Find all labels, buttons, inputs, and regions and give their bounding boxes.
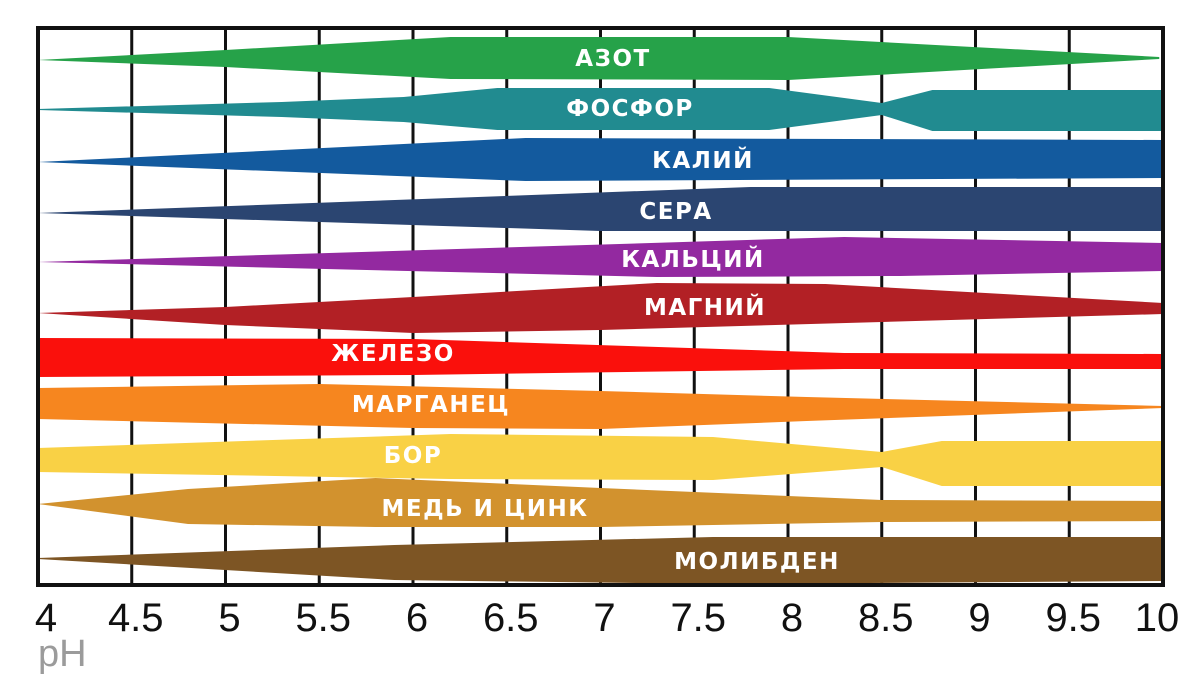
x-tick-7: 7 [593,596,615,640]
band-sulfur [38,187,1163,231]
x-tick-7.5: 7.5 [670,596,726,640]
band-magnesium [38,283,1163,333]
band-label-iron: ЖЕЛЕЗО [331,341,455,367]
x-tick-8: 8 [781,596,803,640]
band-label-nitrogen: АЗОТ [575,46,650,72]
band-manganese [38,384,1163,429]
band-molybdenum [38,537,1163,584]
x-tick-8.5: 8.5 [858,596,914,640]
band-label-calcium: КАЛЬЦИЙ [621,245,765,273]
x-tick-5: 5 [218,596,240,640]
band-nitrogen [38,37,1160,80]
x-tick-4: 4 [35,596,57,640]
band-calcium [38,237,1163,277]
band-label-manganese: МАРГАНЕЦ [352,392,510,418]
x-tick-4.5: 4.5 [108,596,164,640]
plot-border [36,26,1165,587]
x-tick-10: 10 [1135,596,1180,640]
band-label-magnesium: МАГНИЙ [644,293,766,321]
x-tick-6: 6 [406,596,428,640]
x-axis-title: pH [38,633,87,675]
x-tick-9.5: 9.5 [1045,596,1101,640]
band-label-potassium: КАЛИЙ [652,146,754,174]
band-label-molybdenum: МОЛИБДЕН [674,549,840,575]
band-labels-layer: АЗОТ ФОСФОР КАЛИЙ СЕРА КАЛЬЦИЙ МАГНИЙ ЖЕЛЕЗО МА… [331,46,840,575]
nutrient-bands-layer [38,37,1163,584]
band-potassium [38,138,1163,181]
x-tick-9: 9 [968,596,990,640]
x-tick-5.5: 5.5 [295,596,351,640]
band-phosphorus [38,88,1163,131]
band-label-sulfur: СЕРА [639,199,712,225]
band-copper-zinc [38,478,1163,527]
x-axis-layer: 4 4.5 5 5.5 6 6.5 7 7.5 8 8.5 9 9.5 10 pH [35,596,1179,675]
band-label-phosphorus: ФОСФОР [566,96,693,122]
x-tick-6.5: 6.5 [483,596,539,640]
band-label-copper-zinc: МЕДЬ И ЦИНК [381,496,588,522]
band-iron [38,338,1163,377]
band-boron [38,434,1163,486]
band-label-boron: БОР [384,443,442,469]
